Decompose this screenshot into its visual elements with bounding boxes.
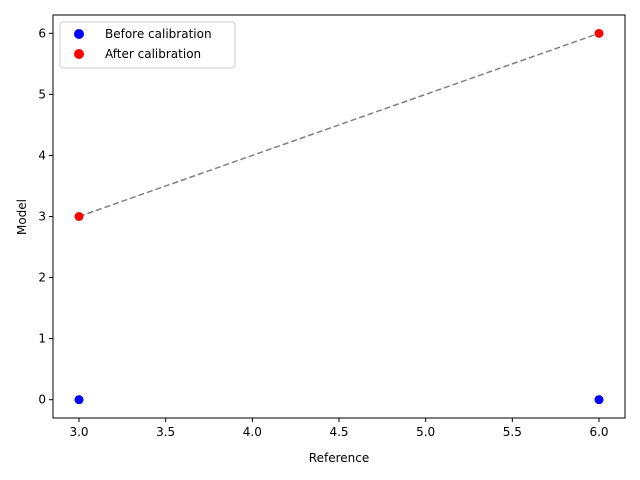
y-tick-label: 1 [38, 332, 46, 346]
x-tick-label: 6.0 [589, 425, 608, 439]
x-tick-label: 4.0 [243, 425, 262, 439]
legend-label-after: After calibration [105, 47, 201, 61]
plot-area [53, 15, 625, 418]
y-axis-label: Model [15, 199, 29, 235]
plot-frame [52, 14, 626, 419]
reference-line [78, 32, 600, 218]
legend: Before calibration After calibration [59, 21, 236, 69]
legend-label-before: Before calibration [105, 27, 212, 41]
legend-marker-before [74, 29, 84, 39]
legend-frame [59, 21, 236, 69]
data-points-layer [74, 28, 604, 405]
y-axis-ticks: 0 1 2 3 4 5 6 [38, 26, 53, 407]
y-tick-label: 3 [38, 210, 46, 224]
y-tick-label: 6 [38, 26, 46, 40]
reference-line-layer [78, 32, 600, 218]
before-calibration-point [74, 395, 84, 405]
after-calibration-point [74, 212, 84, 221]
y-tick-label: 0 [38, 393, 46, 407]
before-calibration-point [594, 395, 604, 405]
y-tick-label: 5 [38, 87, 46, 101]
y-tick-label: 4 [38, 148, 46, 162]
after-calibration-point [594, 28, 604, 38]
y-tick-label: 2 [38, 271, 46, 285]
x-tick-label: 3.5 [156, 425, 175, 439]
x-tick-label: 3.0 [69, 425, 88, 439]
x-axis-label: Reference [309, 451, 369, 465]
legend-marker-after [74, 49, 84, 59]
x-axis-ticks: 3.0 3.5 4.0 4.5 5.0 5.5 6.0 [69, 418, 609, 439]
x-tick-label: 5.5 [503, 425, 522, 439]
x-tick-label: 4.5 [329, 425, 348, 439]
x-tick-label: 5.0 [416, 425, 435, 439]
